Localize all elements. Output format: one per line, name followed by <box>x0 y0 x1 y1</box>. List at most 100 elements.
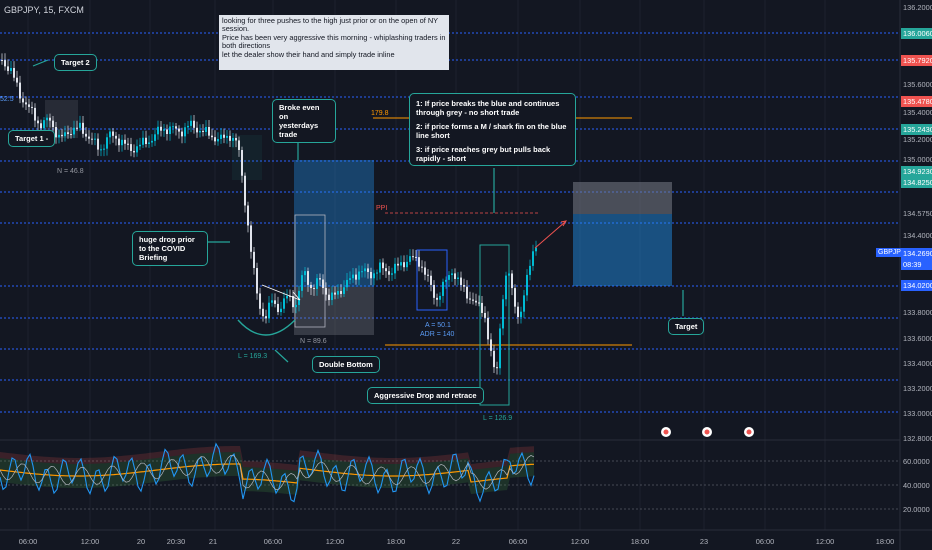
candle-body <box>439 295 441 300</box>
n-label-mid: N = 89.6 <box>300 338 327 345</box>
candle-body <box>199 130 201 133</box>
price-tag: 135.24300 <box>901 124 932 135</box>
note-line: let the dealer show their hand and simpl… <box>222 50 395 59</box>
candle-body <box>292 295 294 308</box>
candle-body <box>424 267 426 275</box>
candle-body <box>280 308 282 313</box>
candle-body <box>430 275 432 285</box>
candle-body <box>67 132 69 135</box>
candle-body <box>223 134 225 138</box>
candle-body <box>460 277 462 286</box>
candle-body <box>130 144 132 151</box>
candle-body <box>73 127 75 135</box>
candle-body <box>403 262 405 268</box>
candle-body <box>226 135 228 138</box>
time-tick: 18:00 <box>386 537 406 546</box>
candle-body <box>55 127 57 138</box>
candle-body <box>49 117 51 121</box>
candle-body <box>115 135 117 139</box>
side-label: 52.5 <box>0 96 14 103</box>
candle-body <box>400 262 402 266</box>
candle-body <box>190 120 192 126</box>
candle-body <box>214 137 216 142</box>
candle-body <box>178 128 180 132</box>
candle-body <box>253 251 255 269</box>
candle-body <box>157 126 159 135</box>
candle-body <box>169 126 171 135</box>
candle-body <box>415 256 417 258</box>
candle-body <box>247 205 249 226</box>
candle-body <box>10 68 12 71</box>
price-tick: 134.40000 <box>903 231 932 240</box>
candle-body <box>232 137 234 141</box>
candle-body <box>319 278 321 280</box>
candle-body <box>310 284 312 289</box>
candle-body <box>85 133 87 137</box>
symbol-title[interactable]: GBPJPY, 15, FXCM <box>4 5 84 15</box>
candle-body <box>343 287 345 294</box>
candle-body <box>283 298 285 309</box>
candle-body <box>241 149 243 176</box>
candle-body <box>40 123 42 129</box>
l-label-right: L = 126.9 <box>483 415 513 422</box>
candle-body <box>16 77 18 83</box>
candle-body <box>448 275 450 280</box>
candle-body <box>76 127 78 129</box>
time-tick: 20 <box>136 537 146 546</box>
candle-body <box>100 149 102 151</box>
candle-body <box>529 265 531 275</box>
candle-body <box>406 261 408 268</box>
price-tag: 136.00600 <box>901 28 932 39</box>
candle-body <box>181 131 183 137</box>
notes-panel: looking for three pushes to the high jus… <box>219 15 449 70</box>
candle-body <box>370 271 372 279</box>
candle-body <box>61 134 63 137</box>
candle-body <box>196 127 198 133</box>
candle-body <box>160 126 162 131</box>
candle-body <box>208 127 210 136</box>
candle-body <box>490 339 492 351</box>
candle-body <box>502 299 504 329</box>
candle-body <box>187 125 189 128</box>
a-label: A = 50.1 <box>425 322 451 329</box>
candle-body <box>97 138 99 150</box>
candle-body <box>382 262 384 269</box>
candle-body <box>244 175 246 206</box>
adr-label: ADR = 140 <box>420 331 455 338</box>
candle-body <box>52 120 54 128</box>
candle-body <box>334 292 336 295</box>
candle-body <box>484 312 486 318</box>
candle-body <box>19 82 21 99</box>
candle-body <box>505 275 507 300</box>
candle-body <box>211 135 213 138</box>
time-tick: 23 <box>699 537 709 546</box>
price-tick: 135.20000 <box>903 135 932 144</box>
candle-body <box>154 134 156 141</box>
price-tag: 134.92300 <box>901 166 932 177</box>
candle-body <box>136 146 138 153</box>
candle-body <box>133 150 135 153</box>
candle-body <box>184 127 186 137</box>
candle-body <box>511 273 513 289</box>
callout-broke-even: Broke even on yesterdays trade <box>272 99 336 143</box>
candle-body <box>43 120 45 129</box>
candle-body <box>58 134 60 138</box>
time-tick: 06:00 <box>508 537 528 546</box>
candle-body <box>307 271 309 285</box>
candle-body <box>148 142 150 144</box>
candle-body <box>469 298 471 300</box>
candle-body <box>526 274 528 296</box>
candle-body <box>421 266 423 268</box>
candle-body <box>166 129 168 135</box>
candle-body <box>193 120 195 128</box>
ticker-tag[interactable]: GBPJPY <box>876 248 908 257</box>
candle-body <box>112 131 114 136</box>
candle-body <box>352 274 354 279</box>
candle-body <box>22 98 24 103</box>
candle-body <box>256 268 258 294</box>
l-label-left: L = 169.3 <box>238 353 268 360</box>
